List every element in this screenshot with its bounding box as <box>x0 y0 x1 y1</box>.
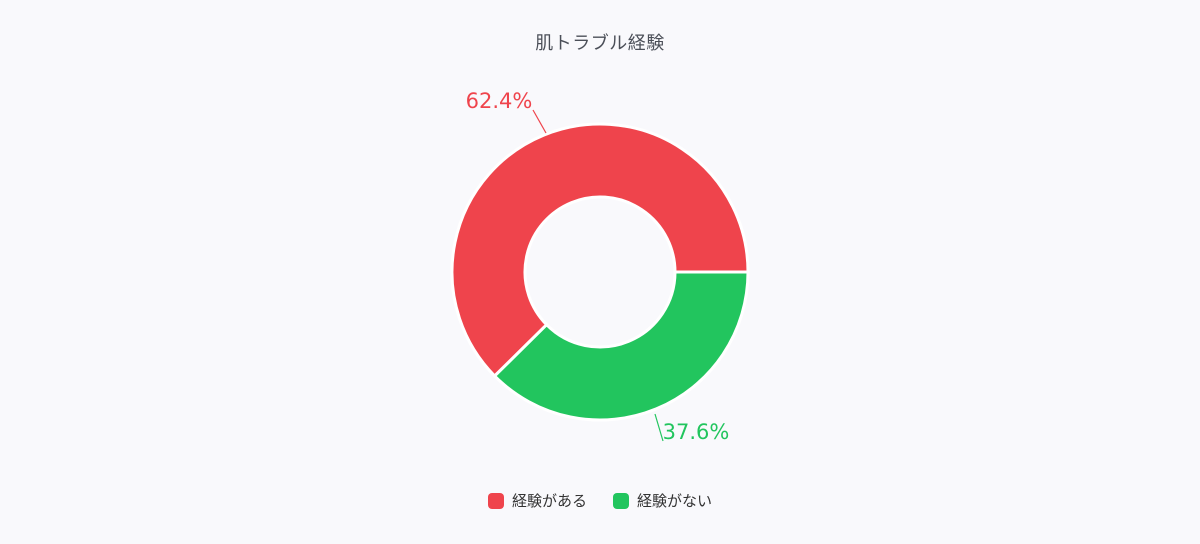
leader-line <box>654 413 664 442</box>
legend-swatch-green <box>613 492 629 509</box>
legend-item-experienced[interactable]: 経験がある <box>487 490 587 511</box>
slice-labels: 62.4% 37.6% <box>466 89 730 444</box>
percentage-label: 37.6% <box>663 420 730 444</box>
chart-title: 肌トラブル経験 <box>535 33 665 54</box>
legend: 経験がある 経験がない <box>0 490 1200 511</box>
leader-line <box>532 109 547 134</box>
legend-label: 経験がない <box>637 492 713 510</box>
percentage-label: 62.4% <box>466 89 533 113</box>
legend-swatch-red <box>487 492 504 509</box>
donut-slices <box>450 122 750 422</box>
slice-not-experienced[interactable] <box>493 270 750 422</box>
legend-item-not-experienced[interactable]: 経験がない <box>613 490 712 511</box>
slice-experienced[interactable] <box>450 122 750 378</box>
legend-label: 経験がある <box>511 492 587 510</box>
